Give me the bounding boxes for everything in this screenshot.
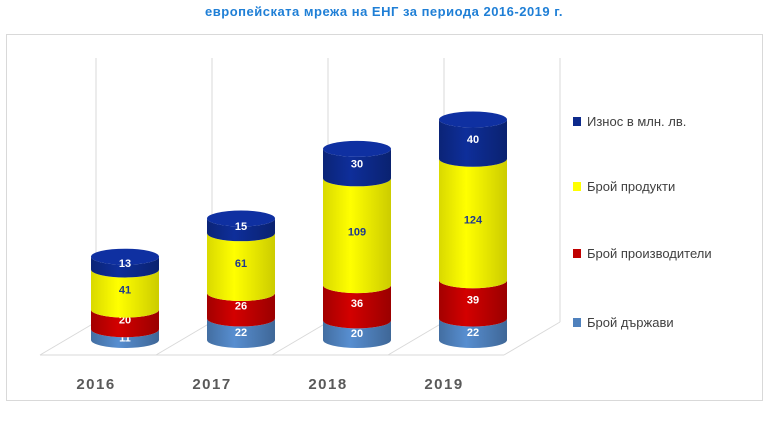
data-label: 22 — [467, 327, 479, 339]
cylinder-2019: 22 39 124 40 — [439, 111, 507, 348]
x-tick-label: 2017 — [192, 376, 231, 393]
floor-gridline — [39, 321, 97, 356]
cylinder-top — [439, 111, 507, 128]
data-label: 13 — [119, 258, 131, 270]
legend-label: Брой производители — [587, 246, 712, 261]
data-label: 36 — [351, 298, 363, 310]
chart-title: европейската мрежа на ЕНГ за периода 201… — [205, 4, 563, 19]
segment-Брой производители — [91, 309, 159, 338]
data-label: 124 — [464, 214, 483, 226]
legend-item: Брой продукти — [573, 179, 675, 194]
segment-Износ в млн. лв. — [439, 119, 507, 167]
cylinder-2018: 20 36 109 30 — [323, 140, 391, 348]
data-label: 40 — [467, 134, 479, 146]
data-label: 26 — [235, 301, 247, 313]
floor-gridline — [155, 321, 213, 356]
x-tick-label: 2016 — [76, 376, 115, 393]
data-label: 20 — [351, 328, 363, 340]
legend-swatch — [573, 318, 581, 327]
segment-Брой продукти — [91, 269, 159, 318]
floor-gridline — [387, 321, 445, 356]
cylinder-2017: 22 26 61 15 — [207, 210, 275, 348]
x-tick-label: 2018 — [308, 376, 347, 393]
segment-Брой производители — [439, 280, 507, 327]
legend-swatch — [573, 249, 581, 258]
segment-Брой продукти — [323, 178, 391, 294]
segment-Брой държави — [207, 318, 275, 348]
segment-Износ в млн. лв. — [91, 256, 159, 278]
segment-Износ в млн. лв. — [207, 218, 275, 242]
legend-item: Брой държави — [573, 315, 674, 330]
x-tick-label: 2019 — [424, 376, 463, 393]
chart-frame — [6, 34, 763, 401]
segment-Брой продукти — [207, 233, 275, 301]
cylinder-top — [323, 140, 391, 157]
segment-Брой държави — [439, 318, 507, 348]
segment-Брой държави — [323, 320, 391, 348]
cylinder-top — [207, 210, 275, 227]
segment-Брой продукти — [439, 158, 507, 289]
cylinder-top — [91, 248, 159, 265]
data-label: 22 — [235, 327, 247, 339]
data-label: 11 — [119, 333, 131, 345]
legend-item: Износ в млн. лв. — [573, 114, 686, 129]
floor-gridline — [503, 321, 561, 356]
data-label: 39 — [467, 294, 479, 306]
data-label: 30 — [351, 159, 363, 171]
data-label: 41 — [119, 285, 131, 297]
legend-label: Износ в млн. лв. — [587, 114, 686, 129]
legend-swatch — [573, 117, 581, 126]
data-label: 109 — [348, 227, 366, 239]
legend-label: Брой държави — [587, 315, 674, 330]
data-label: 61 — [235, 258, 247, 270]
legend-item: Брой производители — [573, 246, 712, 261]
floor-gridline — [271, 321, 329, 356]
legend-swatch — [573, 182, 581, 191]
legend-label: Брой продукти — [587, 179, 675, 194]
segment-Износ в млн. лв. — [323, 148, 391, 187]
segment-Брой производители — [323, 285, 391, 329]
segment-Брой държави — [91, 329, 159, 348]
data-label: 15 — [235, 221, 247, 233]
segment-Брой производители — [207, 292, 275, 327]
